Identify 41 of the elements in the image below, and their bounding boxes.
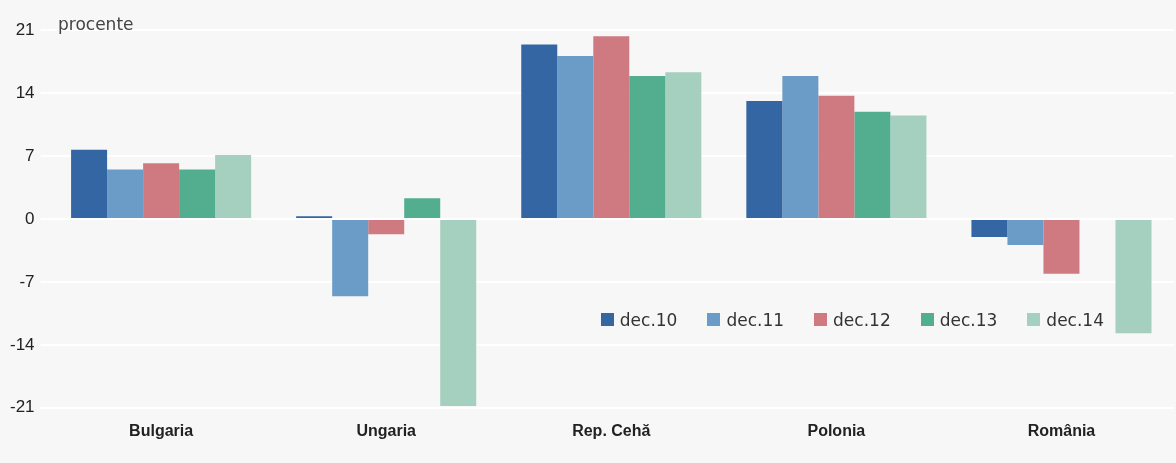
bar xyxy=(629,75,666,218)
x-tick-label: Bulgaria xyxy=(129,421,194,439)
y-tick-label: -21 xyxy=(9,397,35,417)
y-tick-label: 0 xyxy=(25,208,35,228)
x-tick-label: Polonia xyxy=(807,421,866,439)
bar xyxy=(971,219,1008,237)
bar xyxy=(332,219,369,297)
legend-label: dec.14 xyxy=(1046,309,1104,330)
bar xyxy=(404,198,441,218)
bar xyxy=(782,75,819,218)
bar xyxy=(521,44,558,218)
bar xyxy=(215,155,252,218)
bar xyxy=(854,111,891,218)
bar xyxy=(1043,219,1080,274)
bar xyxy=(440,219,477,406)
x-tick-label: Ungaria xyxy=(356,421,417,439)
bar xyxy=(890,115,927,218)
y-tick-label: -7 xyxy=(19,271,35,291)
bar xyxy=(1115,219,1152,334)
y-tick-label: 21 xyxy=(15,19,35,39)
bar xyxy=(557,56,594,218)
bar xyxy=(368,219,405,235)
legend-label: dec.10 xyxy=(619,309,678,330)
x-tick-label: Rep. Cehă xyxy=(572,421,651,439)
bar xyxy=(818,95,855,218)
bar xyxy=(71,149,108,218)
x-tick-label: România xyxy=(1027,421,1096,439)
bar xyxy=(143,163,180,218)
y-tick-label: 14 xyxy=(15,82,35,102)
bar xyxy=(1007,219,1044,245)
y-axis-title: procente xyxy=(58,14,134,34)
legend-label: dec.12 xyxy=(833,309,891,330)
bar xyxy=(746,101,783,218)
y-tick-label: 7 xyxy=(25,145,35,165)
bar xyxy=(593,36,630,218)
bar xyxy=(665,72,702,218)
y-tick-label: -14 xyxy=(9,334,35,354)
legend-label: dec.11 xyxy=(726,309,785,330)
bar xyxy=(107,169,144,218)
bar xyxy=(179,169,216,218)
legend-label: dec.13 xyxy=(939,309,998,330)
